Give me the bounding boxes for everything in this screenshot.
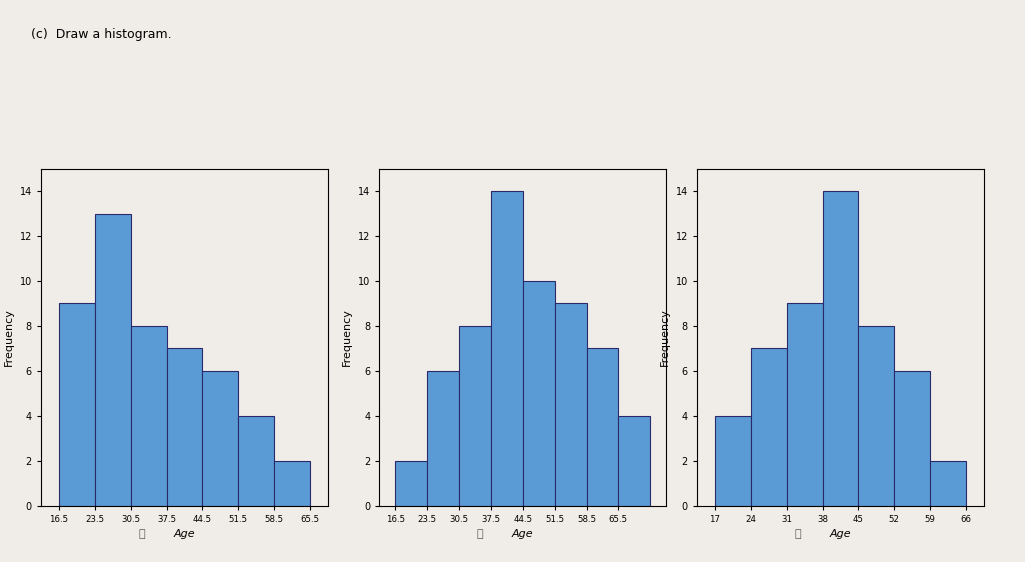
Bar — [203, 371, 238, 506]
Bar — [59, 303, 94, 506]
Bar — [491, 191, 523, 506]
Y-axis label: Frequency: Frequency — [342, 309, 353, 366]
Bar — [822, 191, 859, 506]
Bar — [396, 461, 427, 506]
Bar — [238, 416, 275, 506]
Bar — [523, 281, 555, 506]
Text: ⓘ: ⓘ — [138, 529, 145, 539]
Bar — [895, 371, 931, 506]
Text: ⓘ: ⓘ — [477, 529, 483, 539]
Text: (c)  Draw a histogram.: (c) Draw a histogram. — [31, 28, 171, 41]
Y-axis label: Frequency: Frequency — [4, 309, 14, 366]
X-axis label: Age: Age — [511, 529, 534, 540]
Bar — [131, 326, 166, 506]
Bar — [586, 348, 618, 506]
Bar — [618, 416, 650, 506]
Y-axis label: Frequency: Frequency — [660, 309, 670, 366]
Bar — [859, 326, 895, 506]
Bar — [715, 416, 750, 506]
Bar — [427, 371, 459, 506]
Bar — [94, 214, 131, 506]
Text: ⓘ: ⓘ — [794, 529, 801, 539]
Bar — [166, 348, 203, 506]
Bar — [275, 461, 310, 506]
X-axis label: Age: Age — [173, 529, 196, 540]
Bar — [459, 326, 491, 506]
Bar — [787, 303, 822, 506]
Bar — [750, 348, 787, 506]
Bar — [931, 461, 967, 506]
Bar — [555, 303, 586, 506]
X-axis label: Age: Age — [829, 529, 852, 540]
